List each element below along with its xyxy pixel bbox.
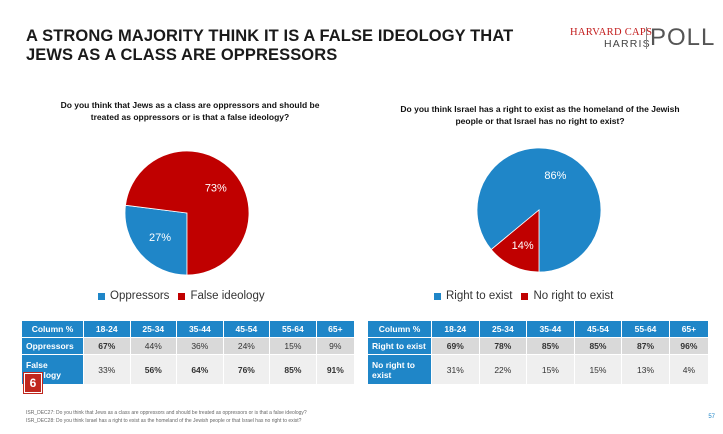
table-cell: 85%	[526, 337, 575, 355]
footnote-2: ISR_DEC28: Do you think Israel has a rig…	[26, 418, 302, 424]
table-cell: 4%	[668, 354, 710, 385]
pie2-data-label-no-right-to-exist: 14%	[512, 240, 534, 252]
footnote-1: ISR_DEC27: Do you think that Jews as a c…	[26, 410, 307, 416]
table-cell: 76%	[222, 354, 271, 385]
slide-title: A STRONG MAJORITY THINK IT IS A FALSE ID…	[26, 27, 514, 64]
table-header-row: Column % 18-24 25-34 35-44 45-54 55-64 6…	[21, 320, 356, 338]
table-cell: 9%	[315, 337, 356, 355]
legend-swatch-false-ideology	[178, 292, 186, 300]
question-2: Do you think Israel has a right to exist…	[400, 104, 680, 126]
legend-2: Right to exist No right to exist	[434, 290, 613, 302]
legend-label-false-ideology: False ideology	[190, 290, 265, 302]
table-header-row: Column % 18-24 25-34 35-44 45-54 55-64 6…	[367, 320, 710, 338]
table-row: False ideology 33% 56% 64% 76% 85% 91%	[21, 354, 356, 385]
table-cell: 91%	[315, 354, 356, 385]
table-cell: 33%	[83, 354, 131, 385]
table-header-cell: 25-34	[478, 320, 528, 338]
table-row: Right to exist 69% 78% 85% 85% 87% 96%	[367, 337, 710, 355]
table-header-cell: 65+	[315, 320, 356, 338]
legend-label-oppressors: Oppressors	[110, 290, 170, 302]
table-header-cell: 18-24	[431, 320, 480, 338]
harvard-caps-harris-poll-logo: HARVARD CAPS HARRIS POLL	[568, 24, 718, 54]
table-header-cell: 35-44	[526, 320, 575, 338]
table-row: Oppressors 67% 44% 36% 24% 15% 9%	[21, 337, 356, 355]
legend-swatch-no-right-to-exist	[521, 292, 529, 300]
table-cell: 31%	[431, 354, 480, 385]
row-label: Right to exist	[367, 337, 432, 355]
table-header-cell: Column %	[21, 320, 84, 338]
table-cell: 78%	[478, 337, 528, 355]
table-header-cell: 25-34	[129, 320, 178, 338]
row-label: Oppressors	[21, 337, 84, 355]
table-header-cell: 45-54	[573, 320, 623, 338]
logo-line2: HARRIS	[604, 38, 651, 50]
pie1-slice-oppressors	[124, 204, 188, 276]
table-header-cell: 35-44	[176, 320, 224, 338]
logo-divider	[646, 27, 647, 49]
table-cell: 69%	[431, 337, 480, 355]
pie-chart-right-to-exist: 86% 14%	[476, 147, 602, 273]
table-row: No right to exist 31% 22% 15% 15% 13% 4%	[367, 354, 710, 385]
slide-badge: 6	[24, 373, 42, 393]
table-header-cell: 65+	[668, 320, 710, 338]
table-cell: 87%	[621, 337, 670, 355]
table-cell: 64%	[176, 354, 224, 385]
table-cell: 15%	[269, 337, 317, 355]
table-cell: 85%	[269, 354, 317, 385]
legend-swatch-right-to-exist	[434, 292, 441, 300]
table-cell: 56%	[129, 354, 178, 385]
legend-swatch-oppressors	[98, 292, 105, 300]
legend-label-right-to-exist: Right to exist	[446, 290, 513, 302]
table-header-cell: 55-64	[621, 320, 670, 338]
pie1-data-label-false-ideology: 73%	[205, 183, 227, 195]
age-table-right-to-exist: Column % 18-24 25-34 35-44 45-54 55-64 6…	[367, 320, 710, 385]
table-cell: 13%	[621, 354, 670, 385]
question-1: Do you think that Jews as a class are op…	[60, 100, 320, 122]
table-header-cell: 55-64	[269, 320, 317, 338]
logo-line3: POLL	[650, 24, 716, 51]
table-cell: 24%	[222, 337, 271, 355]
page-number: 57	[708, 414, 715, 420]
table-cell: 44%	[129, 337, 178, 355]
table-cell: 96%	[668, 337, 710, 355]
legend-label-no-right-to-exist: No right to exist	[533, 290, 614, 302]
table-cell: 15%	[573, 354, 623, 385]
logo-line1: HARVARD CAPS	[570, 27, 653, 38]
pie-chart-oppressors: 27% 73%	[124, 150, 250, 276]
table-header-cell: 18-24	[83, 320, 131, 338]
pie1-data-label-oppressors: 27%	[149, 232, 171, 244]
table-header-cell: Column %	[367, 320, 432, 338]
table-cell: 85%	[573, 337, 623, 355]
table-cell: 67%	[83, 337, 131, 355]
table-cell: 22%	[478, 354, 528, 385]
row-label: No right to exist	[367, 354, 432, 385]
table-cell: 36%	[176, 337, 224, 355]
table-cell: 15%	[526, 354, 575, 385]
table-header-cell: 45-54	[222, 320, 271, 338]
pie2-slice-no-right-to-exist	[490, 209, 540, 273]
pie1-slice-false-ideology	[125, 150, 250, 276]
legend-1: Oppressors False ideology	[98, 290, 265, 302]
pie2-data-label-right-to-exist: 86%	[544, 170, 566, 182]
age-table-oppressors: Column % 18-24 25-34 35-44 45-54 55-64 6…	[21, 320, 356, 385]
